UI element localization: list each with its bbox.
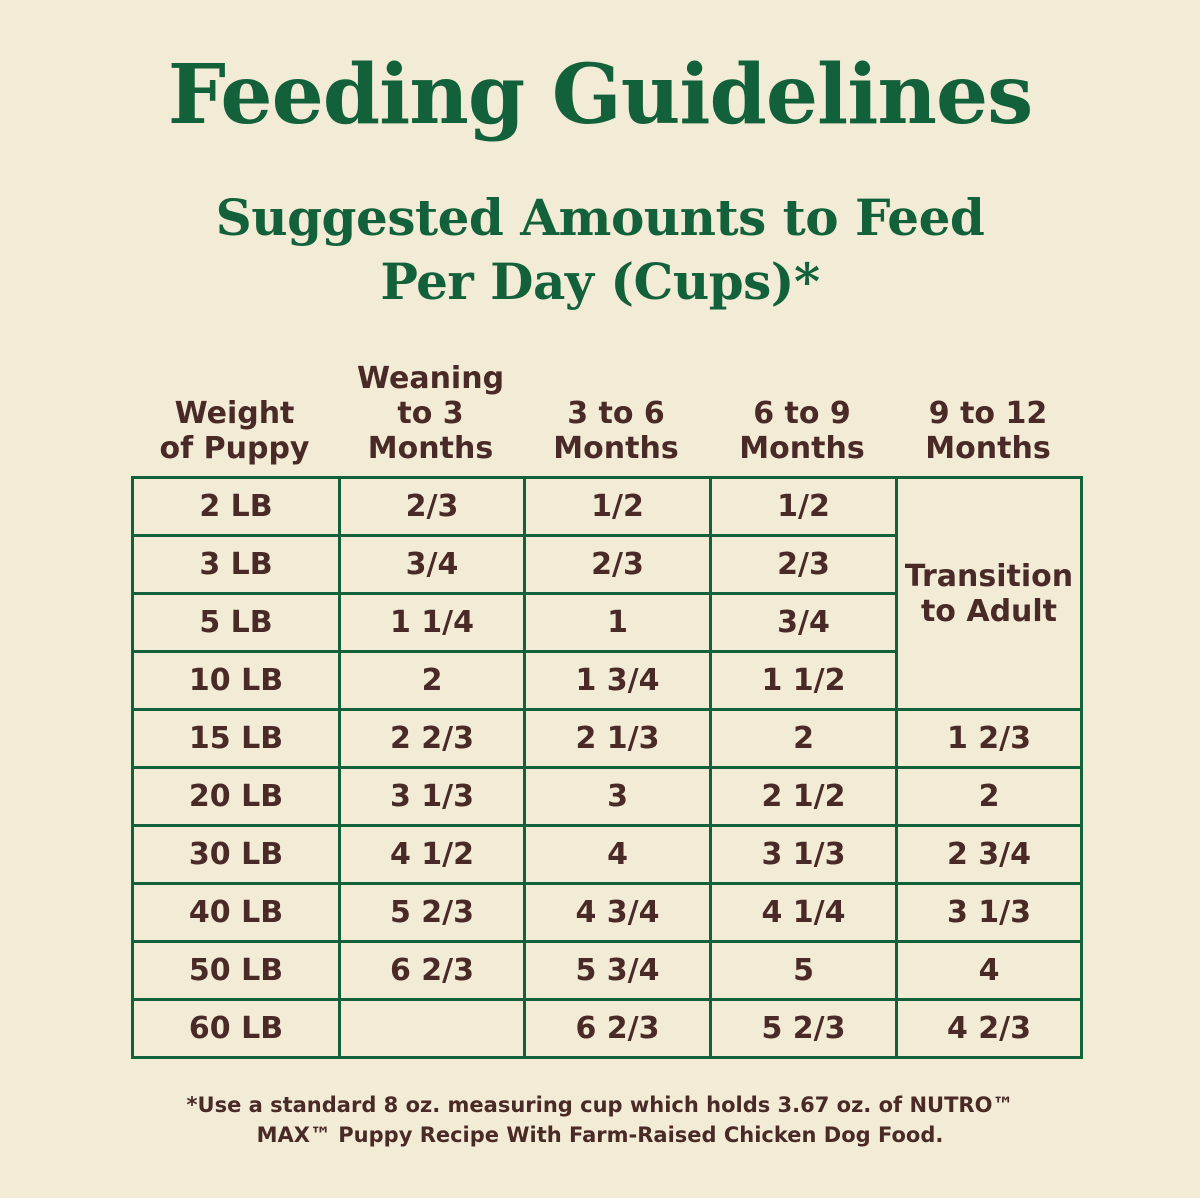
table-row: 2 LB 2/3 1/2 1/2 Transition to Adult	[131, 476, 1083, 711]
3-to-6-cell: 5 3/4	[523, 940, 712, 1001]
6-to-9-cell: 1/2	[709, 476, 898, 537]
3-to-6-cell: 2/3	[523, 534, 712, 595]
weaning-cell: 2/3	[338, 476, 526, 537]
9-to-12-cell: 2	[895, 766, 1083, 827]
9-to-12-cell: 4 2/3	[895, 998, 1083, 1059]
weight-cell: 40 LB	[131, 882, 341, 943]
weight-cell: 15 LB	[131, 708, 341, 769]
weight-cell: 60 LB	[131, 998, 341, 1059]
weight-cell: 5 LB	[131, 592, 341, 653]
9-to-12-cell: 4	[895, 940, 1083, 1001]
weaning-cell: 6 2/3	[338, 940, 526, 1001]
column-header-6-to-9: 6 to 9 Months	[739, 396, 865, 466]
table-row: 60 LB 6 2/3 5 2/3 4 2/3	[131, 998, 1083, 1059]
weight-cell: 30 LB	[131, 824, 341, 885]
weaning-cell	[338, 998, 526, 1059]
table-row: 5 LB 1 1/4 1 3/4	[131, 592, 1082, 653]
9-to-12-cell: 1 2/3	[895, 708, 1083, 769]
feeding-table: 2 LB 2/3 1/2 1/2 Transition to Adult 3 L…	[131, 476, 1083, 1059]
transition-to-adult-cell: Transition to Adult	[895, 476, 1083, 711]
column-header-weight: Weight of Puppy	[159, 396, 310, 466]
weaning-cell: 4 1/2	[338, 824, 526, 885]
6-to-9-cell: 1 1/2	[709, 650, 898, 711]
weaning-cell: 2	[338, 650, 526, 711]
footnote-line-1: *Use a standard 8 oz. measuring cup whic…	[186, 1093, 1014, 1117]
subtitle-line-1: Suggested Amounts to Feed	[215, 188, 985, 247]
weight-cell: 50 LB	[131, 940, 341, 1001]
weight-cell: 2 LB	[131, 476, 341, 537]
page-title: Feeding Guidelines	[167, 47, 1034, 143]
footnote: *Use a standard 8 oz. measuring cup whic…	[0, 1090, 1200, 1150]
weaning-cell: 3/4	[338, 534, 526, 595]
table-row: 15 LB 2 2/3 2 1/3 2 1 2/3	[131, 708, 1083, 769]
3-to-6-cell: 6 2/3	[523, 998, 712, 1059]
6-to-9-cell: 5 2/3	[709, 998, 898, 1059]
column-header-3-to-6: 3 to 6 Months	[553, 396, 679, 466]
3-to-6-cell: 4 3/4	[523, 882, 712, 943]
weaning-cell: 2 2/3	[338, 708, 526, 769]
9-to-12-cell: 3 1/3	[895, 882, 1083, 943]
table-column-headers: Weight of Puppy Weaning to 3 Months 3 to…	[131, 360, 1081, 472]
6-to-9-cell: 3 1/3	[709, 824, 898, 885]
column-header-9-to-12: 9 to 12 Months	[925, 396, 1051, 466]
weaning-cell: 3 1/3	[338, 766, 526, 827]
weaning-cell: 5 2/3	[338, 882, 526, 943]
6-to-9-cell: 4 1/4	[709, 882, 898, 943]
subtitle-line-2: Per Day (Cups)*	[380, 252, 820, 311]
3-to-6-cell: 1 3/4	[523, 650, 712, 711]
weight-cell: 20 LB	[131, 766, 341, 827]
3-to-6-cell: 2 1/3	[523, 708, 712, 769]
3-to-6-cell: 3	[523, 766, 712, 827]
6-to-9-cell: 2	[709, 708, 898, 769]
footnote-line-2: MAX™ Puppy Recipe With Farm-Raised Chick…	[256, 1123, 944, 1147]
weight-cell: 3 LB	[131, 534, 341, 595]
table-row: 20 LB 3 1/3 3 2 1/2 2	[131, 766, 1083, 827]
weight-cell: 10 LB	[131, 650, 341, 711]
6-to-9-cell: 3/4	[709, 592, 898, 653]
table-row: 40 LB 5 2/3 4 3/4 4 1/4 3 1/3	[131, 882, 1083, 943]
column-header-weaning: Weaning to 3 Months	[356, 361, 505, 466]
3-to-6-cell: 1	[523, 592, 712, 653]
table-row: 3 LB 3/4 2/3 2/3	[131, 534, 1082, 595]
6-to-9-cell: 5	[709, 940, 898, 1001]
weaning-cell: 1 1/4	[338, 592, 526, 653]
9-to-12-cell: 2 3/4	[895, 824, 1083, 885]
3-to-6-cell: 1/2	[523, 476, 712, 537]
6-to-9-cell: 2 1/2	[709, 766, 898, 827]
6-to-9-cell: 2/3	[709, 534, 898, 595]
table-row: 10 LB 2 1 3/4 1 1/2	[131, 650, 1082, 711]
table-row: 30 LB 4 1/2 4 3 1/3 2 3/4	[131, 824, 1083, 885]
page-subtitle: Suggested Amounts to Feed Per Day (Cups)…	[0, 186, 1200, 314]
table-row: 50 LB 6 2/3 5 3/4 5 4	[131, 940, 1083, 1001]
3-to-6-cell: 4	[523, 824, 712, 885]
